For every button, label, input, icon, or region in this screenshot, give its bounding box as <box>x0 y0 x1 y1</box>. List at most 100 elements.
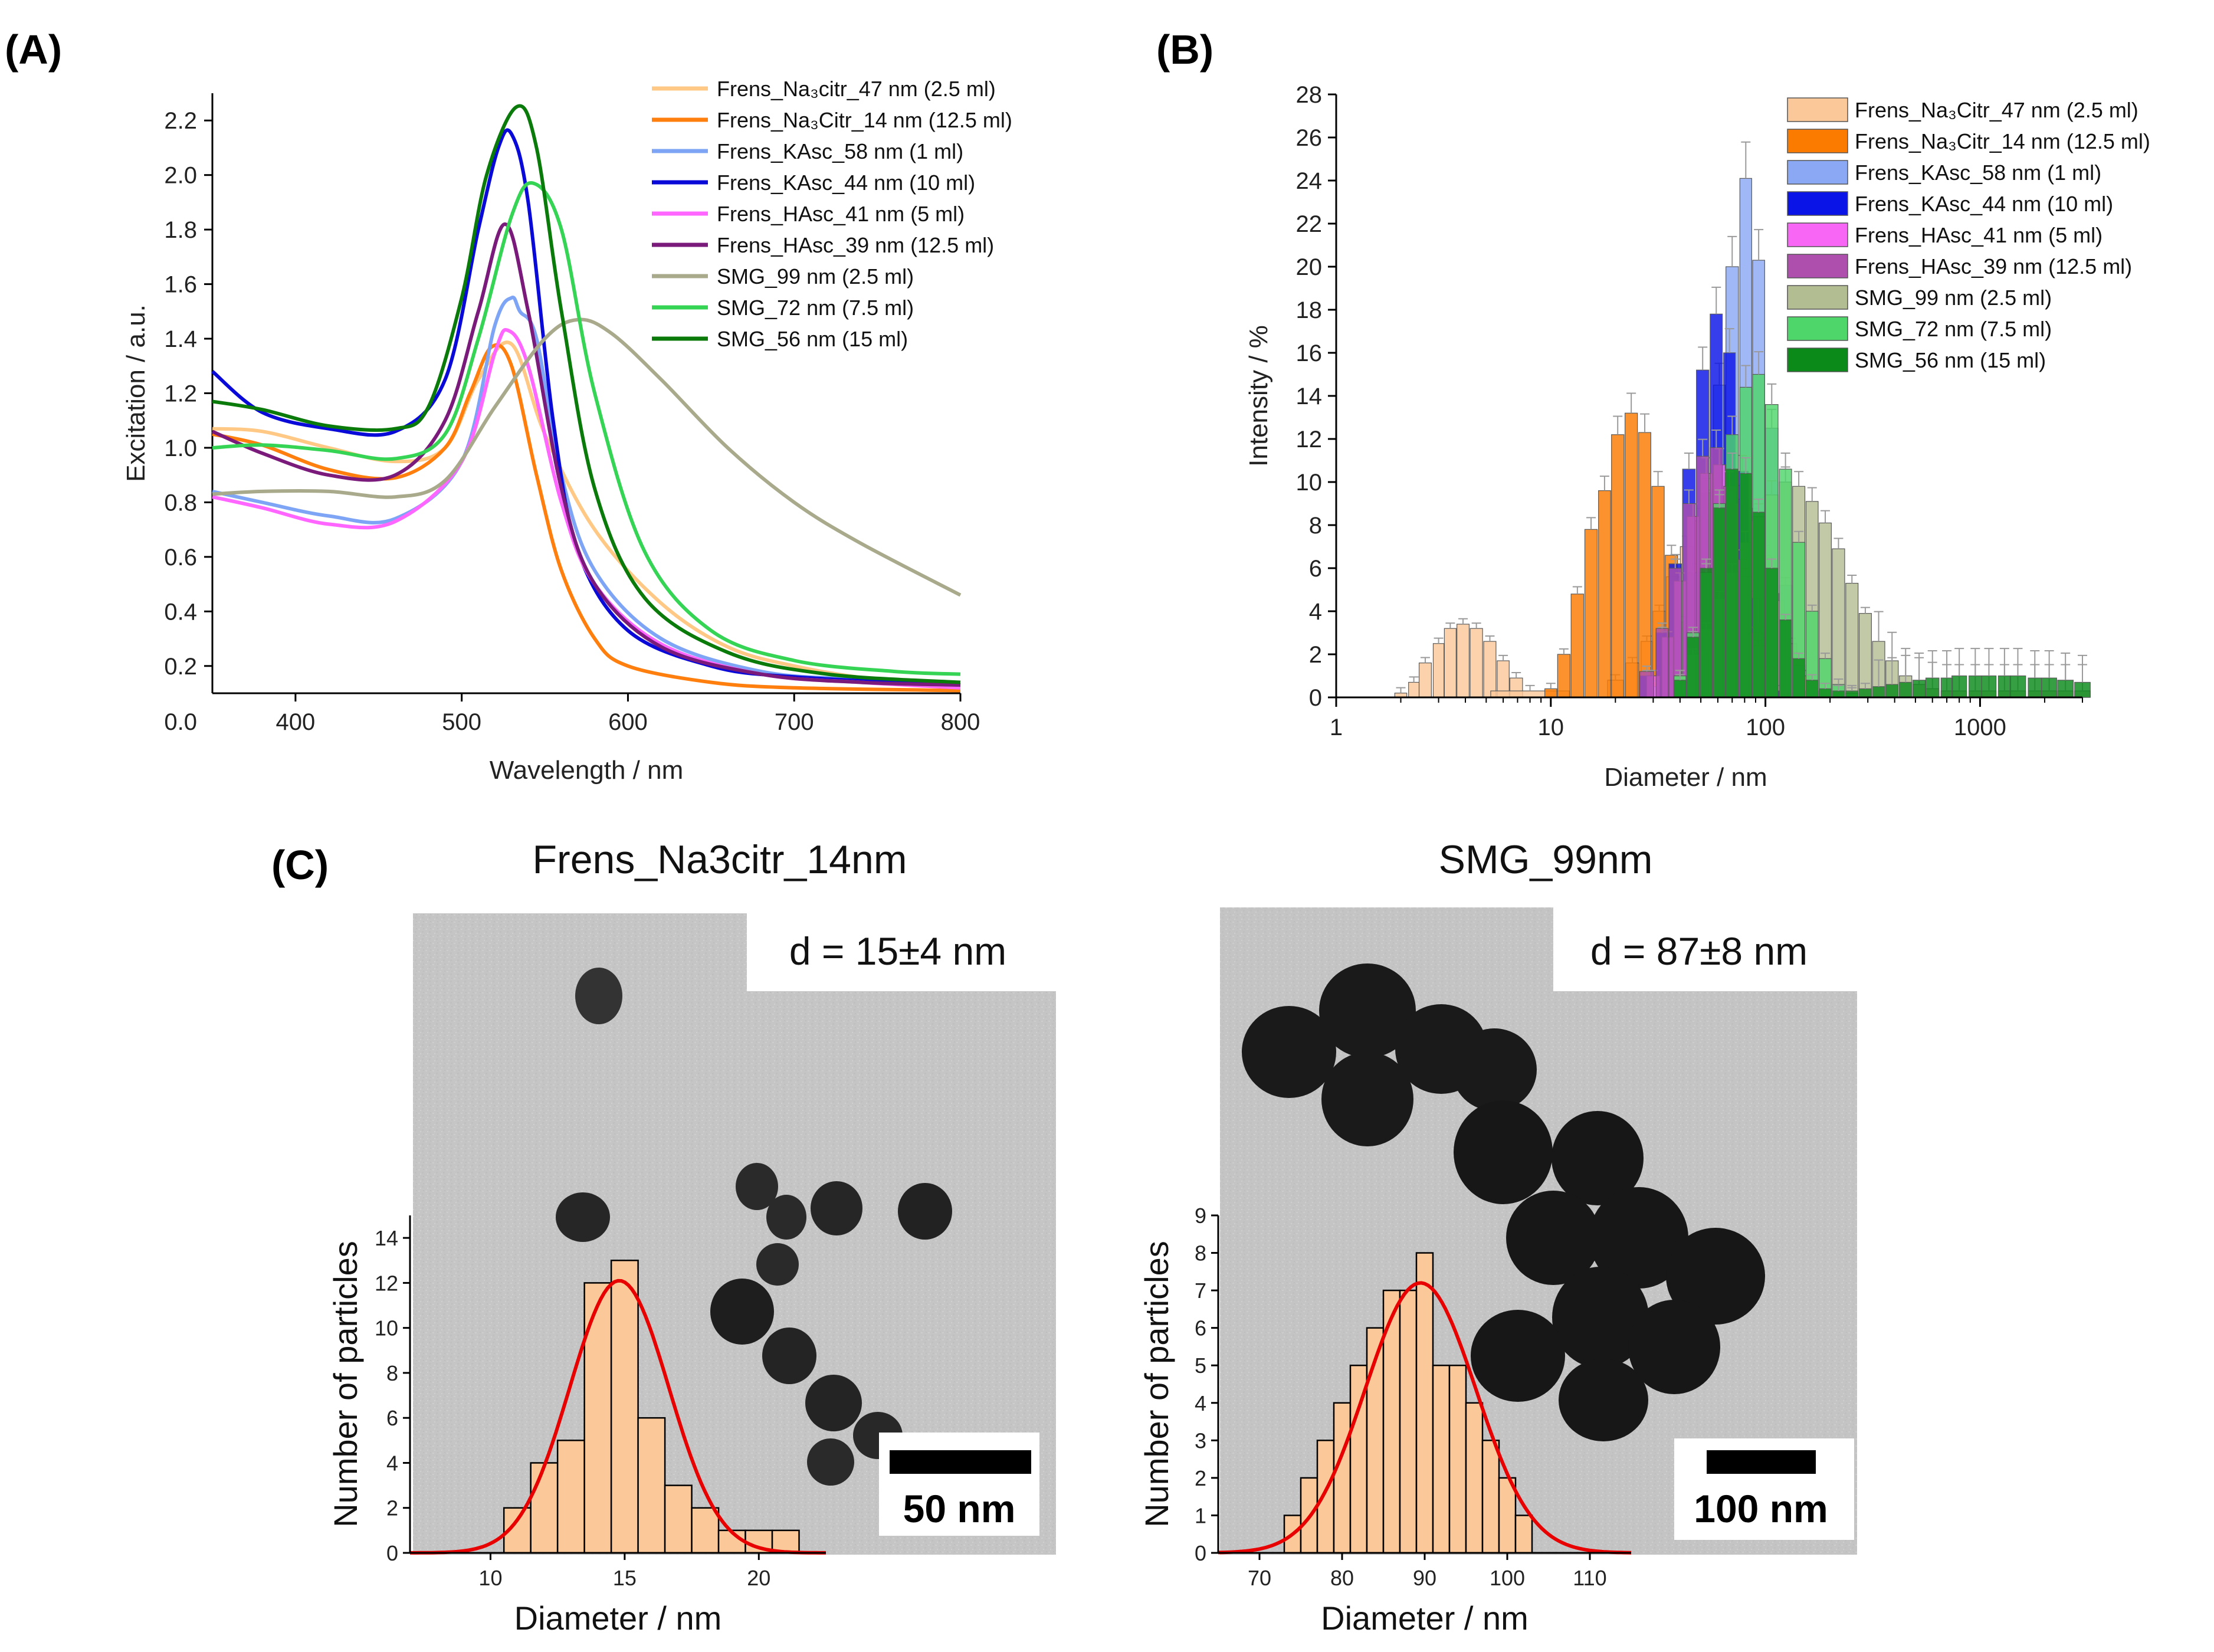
y-tick-label: 0.2 <box>164 654 197 680</box>
panel-c1-histogram: 0 2 4 6 8 10 12 14 10 15 20 Diameter / nm Number of … <box>327 1215 826 1637</box>
legend-swatch-3 <box>1787 160 1848 185</box>
bar-7-14 <box>1845 582 1859 698</box>
y-tick-label: 0 <box>1309 685 1322 711</box>
panel-a-spectra-chart: 0.2 0.4 0.6 0.8 1.0 1.2 1.4 1.6 1.8 2.0 2.2 0.0 400 5… <box>122 77 1012 785</box>
bar-6-2 <box>1655 628 1669 698</box>
y-tick-label: 20 <box>1296 254 1323 280</box>
tem-annotation-1: d = 15±4 nm <box>789 929 1006 973</box>
spectrum-line-7 <box>212 317 962 597</box>
bar-9-5 <box>1726 468 1739 698</box>
legend-label-1: Frens_Na₃Citr_47 nm (2.5 ml) <box>1855 98 2138 122</box>
y-tick-label: 14 <box>1296 384 1323 409</box>
legend-swatch-7 <box>1787 285 1848 310</box>
x-tick-label: 110 <box>1573 1566 1606 1590</box>
legend-label-9: SMG_56 nm (15 ml) <box>717 327 908 351</box>
bar-2-8 <box>1638 432 1652 698</box>
bar-9-15 <box>1858 688 1872 698</box>
y-tick-label: 12 <box>1296 427 1323 453</box>
x-tick-label: 90 <box>1413 1566 1436 1590</box>
bar-1-7 <box>1470 628 1483 698</box>
bar-2-1 <box>1544 688 1557 698</box>
bar-9-23 <box>1969 675 1982 698</box>
legend-label-5: Frens_HAsc_41 nm (5 ml) <box>1855 223 2103 247</box>
x-tick-label: 10 <box>478 1566 502 1590</box>
legend-label-5: Frens_HAsc_41 nm (5 ml) <box>717 202 965 226</box>
y-tick-label: 0.4 <box>164 599 197 625</box>
legend-label-7: SMG_99 nm (2.5 ml) <box>1855 286 2052 310</box>
hist-bar-2 <box>530 1462 559 1554</box>
scale-bar-2 <box>1707 1450 1816 1474</box>
hist-bar-7 <box>664 1484 693 1554</box>
x-axis-title: Wavelength / nm <box>490 756 684 785</box>
bar-6-1 <box>1639 671 1655 698</box>
x-tick-label: 100 <box>1490 1566 1525 1590</box>
bar-9-1 <box>1674 680 1687 698</box>
bar-1-3 <box>1418 662 1432 698</box>
y-tick-label: 6 <box>1195 1316 1206 1340</box>
y-tick-label: 8 <box>386 1361 398 1385</box>
y-tick-label: 1.0 <box>164 435 197 461</box>
tem-annotation-box-1 <box>747 913 1056 991</box>
spectrum-line-5 <box>212 328 961 690</box>
scale-bar-label-2: 100 nm <box>1694 1487 1828 1530</box>
hist-bar-8 <box>1399 1289 1418 1554</box>
y-tick-label: 0 <box>1195 1541 1206 1565</box>
spectrum-line-9 <box>212 104 961 684</box>
x-axis-title: Diameter / nm <box>1604 763 1767 792</box>
x-tick-label: 600 <box>608 709 648 735</box>
bar-9-10 <box>1792 658 1806 698</box>
y-tick-label: 0.6 <box>164 545 197 571</box>
legend-label-3: Frens_KAsc_58 nm (1 ml) <box>1855 160 2101 185</box>
bar-9-27 <box>2028 677 2042 698</box>
y-tick-label: 2.0 <box>164 163 197 189</box>
spectrum-line-6 <box>211 222 961 687</box>
hist-bar-15 <box>1514 1515 1533 1554</box>
y-tick-label: 8 <box>1309 513 1322 539</box>
legend-label-3: Frens_KAsc_58 nm (1 ml) <box>717 139 963 163</box>
bar-1-6 <box>1457 624 1470 698</box>
y-tick-label: 1.4 <box>164 326 197 352</box>
y-tick-label: 26 <box>1296 125 1323 151</box>
bar-9-17 <box>1885 684 1899 698</box>
bar-9-24 <box>1981 675 1997 698</box>
y-tick-label: 7 <box>1195 1279 1206 1303</box>
legend-label-1: Frens_Na₃citr_47 nm (2.5 ml) <box>717 77 996 101</box>
x-tick-label: 400 <box>276 709 316 735</box>
bar-9-11 <box>1805 680 1819 698</box>
gaussian-fit-line <box>1218 1281 1632 1555</box>
y-tick-label: 0 <box>386 1541 398 1565</box>
y-tick-label: 1.8 <box>164 217 197 243</box>
hist-bar-3 <box>1316 1440 1335 1554</box>
bar-9-25 <box>1997 675 2011 698</box>
x-tick-label: 700 <box>775 709 814 735</box>
hist-bar-12 <box>1465 1402 1484 1554</box>
bar-9-12 <box>1819 688 1832 698</box>
legend-swatch-5 <box>1787 222 1848 247</box>
bar-9-3 <box>1700 568 1713 698</box>
y-tick-label: 6 <box>386 1406 398 1430</box>
x-tick-label: 500 <box>442 709 481 735</box>
legend-label-6: Frens_HAsc_39 nm (12.5 ml) <box>717 233 994 257</box>
gaussian-fit-line <box>410 1279 826 1555</box>
legend-label-8: SMG_72 nm (7.5 ml) <box>717 296 914 320</box>
y-tick-label: 12 <box>375 1271 398 1295</box>
x-axis-title: Diameter / nm <box>514 1599 722 1637</box>
y-tick-label: 2 <box>386 1496 398 1520</box>
legend-label-2: Frens_Na₃Citr_14 nm (12.5 ml) <box>717 108 1012 132</box>
bar-9-7 <box>1752 512 1765 698</box>
y-tick-label: 4 <box>1195 1391 1206 1415</box>
bar-9-2 <box>1687 637 1700 698</box>
bar-1-2 <box>1408 681 1420 698</box>
x-tick-label: 15 <box>613 1566 637 1590</box>
bar-2-2 <box>1557 654 1571 698</box>
y-tick-label: 3 <box>1195 1428 1206 1453</box>
y-tick-label: 1.2 <box>164 381 197 407</box>
legend-swatch-8 <box>1787 316 1848 341</box>
spectrum-line-8 <box>212 181 961 676</box>
tem-title-1: Frens_Na3citr_14nm <box>533 837 907 882</box>
bar-9-14 <box>1845 690 1859 698</box>
y-tick-label: 22 <box>1296 211 1323 237</box>
y-tick-label: 2 <box>1195 1466 1206 1490</box>
